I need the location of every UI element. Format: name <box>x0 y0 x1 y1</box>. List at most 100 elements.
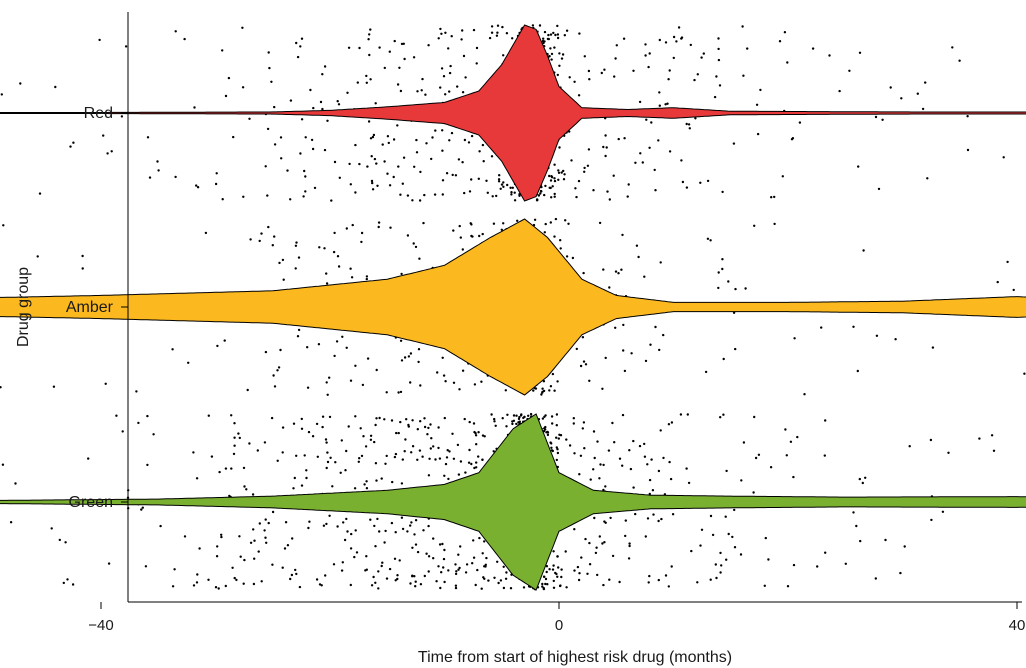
data-point-green <box>724 515 727 518</box>
data-point-green <box>9 521 13 524</box>
data-point-green <box>459 460 463 463</box>
data-point-green <box>588 563 592 566</box>
data-point-red <box>558 146 561 149</box>
data-point-green <box>464 471 467 474</box>
data-point-green <box>183 535 187 538</box>
data-point-green <box>423 574 426 578</box>
data-point-red <box>510 191 513 194</box>
data-point-amber <box>630 352 633 355</box>
data-point-red <box>509 186 512 189</box>
data-point-red <box>499 187 502 190</box>
data-point-amber <box>727 280 730 283</box>
data-point-amber <box>461 248 464 251</box>
data-point-amber <box>582 360 586 363</box>
data-point-red <box>550 58 553 61</box>
data-point-green <box>321 425 324 429</box>
data-point-red <box>622 37 626 40</box>
data-point-amber <box>441 356 444 359</box>
data-point-green <box>233 444 236 447</box>
data-point-green <box>628 544 631 548</box>
data-point-amber <box>81 267 84 270</box>
data-point-red <box>319 100 323 104</box>
data-point-red <box>916 92 919 95</box>
data-point-red <box>497 180 501 183</box>
data-point-green <box>298 585 302 589</box>
data-point-red <box>451 173 454 177</box>
data-point-red <box>680 159 683 162</box>
data-point-red <box>648 52 651 55</box>
data-point-green <box>628 449 631 452</box>
data-point-amber <box>271 244 274 247</box>
violin-amber <box>0 218 1026 396</box>
data-point-green <box>365 487 369 490</box>
data-point-green <box>438 543 442 546</box>
data-point-amber <box>820 326 823 329</box>
data-point-amber <box>602 268 605 271</box>
data-point-green <box>364 569 367 572</box>
data-point-green <box>648 574 651 578</box>
data-point-green <box>544 425 547 429</box>
data-point-green <box>443 474 446 477</box>
data-point-amber <box>414 245 418 249</box>
data-point-amber <box>875 334 879 337</box>
data-point-red <box>553 179 557 183</box>
data-point-amber <box>354 364 357 367</box>
data-point-green <box>720 564 723 567</box>
data-point-green <box>475 466 478 469</box>
data-point-green <box>311 435 315 438</box>
data-point-red <box>477 177 480 180</box>
data-point-red <box>658 38 661 42</box>
data-point-amber <box>721 258 724 261</box>
data-point-green <box>650 458 653 461</box>
data-point-green <box>609 516 612 520</box>
data-point-red <box>424 93 427 96</box>
data-point-green <box>391 480 394 484</box>
data-point-green <box>353 555 356 559</box>
data-point-red <box>549 47 552 50</box>
data-point-amber <box>481 232 484 236</box>
data-point-amber <box>588 379 591 382</box>
x-axis-title: Time from start of highest risk drug (mo… <box>418 649 732 666</box>
data-point-red <box>381 143 384 146</box>
data-point-red <box>535 198 539 201</box>
data-point-green <box>341 561 344 564</box>
data-point-green <box>452 457 456 460</box>
data-point-amber <box>717 286 720 290</box>
data-point-amber <box>409 352 413 355</box>
data-point-green <box>602 583 605 587</box>
data-point-red <box>310 138 314 142</box>
data-point-green <box>592 430 596 433</box>
data-point-red <box>448 71 452 75</box>
data-point-green <box>852 511 855 514</box>
data-point-amber <box>571 256 575 260</box>
data-point-red <box>449 64 452 68</box>
data-point-amber <box>349 267 352 270</box>
data-point-red <box>439 86 442 89</box>
data-point-red <box>658 91 661 94</box>
data-point-red <box>399 193 402 196</box>
data-point-green <box>286 544 290 547</box>
data-point-green <box>218 470 221 474</box>
data-point-red <box>668 69 671 72</box>
data-point-amber <box>931 346 935 349</box>
data-point-red <box>511 186 514 189</box>
data-point-green <box>454 584 458 587</box>
data-point-red <box>554 33 557 37</box>
data-point-red <box>373 157 377 161</box>
data-point-green <box>578 473 581 476</box>
data-point-red <box>241 26 244 29</box>
data-point-red <box>388 184 392 187</box>
data-point-green <box>374 581 377 584</box>
data-point-red <box>592 189 595 192</box>
data-point-green <box>430 437 433 440</box>
data-point-green <box>210 455 214 458</box>
data-point-red <box>557 171 561 174</box>
data-point-green <box>769 466 773 469</box>
data-point-red <box>755 103 759 107</box>
data-point-green <box>251 493 255 496</box>
data-point-red <box>556 33 560 36</box>
data-point-green <box>340 439 343 442</box>
data-point-red <box>444 93 447 96</box>
data-point-amber <box>436 371 439 374</box>
data-point-green <box>220 535 223 539</box>
